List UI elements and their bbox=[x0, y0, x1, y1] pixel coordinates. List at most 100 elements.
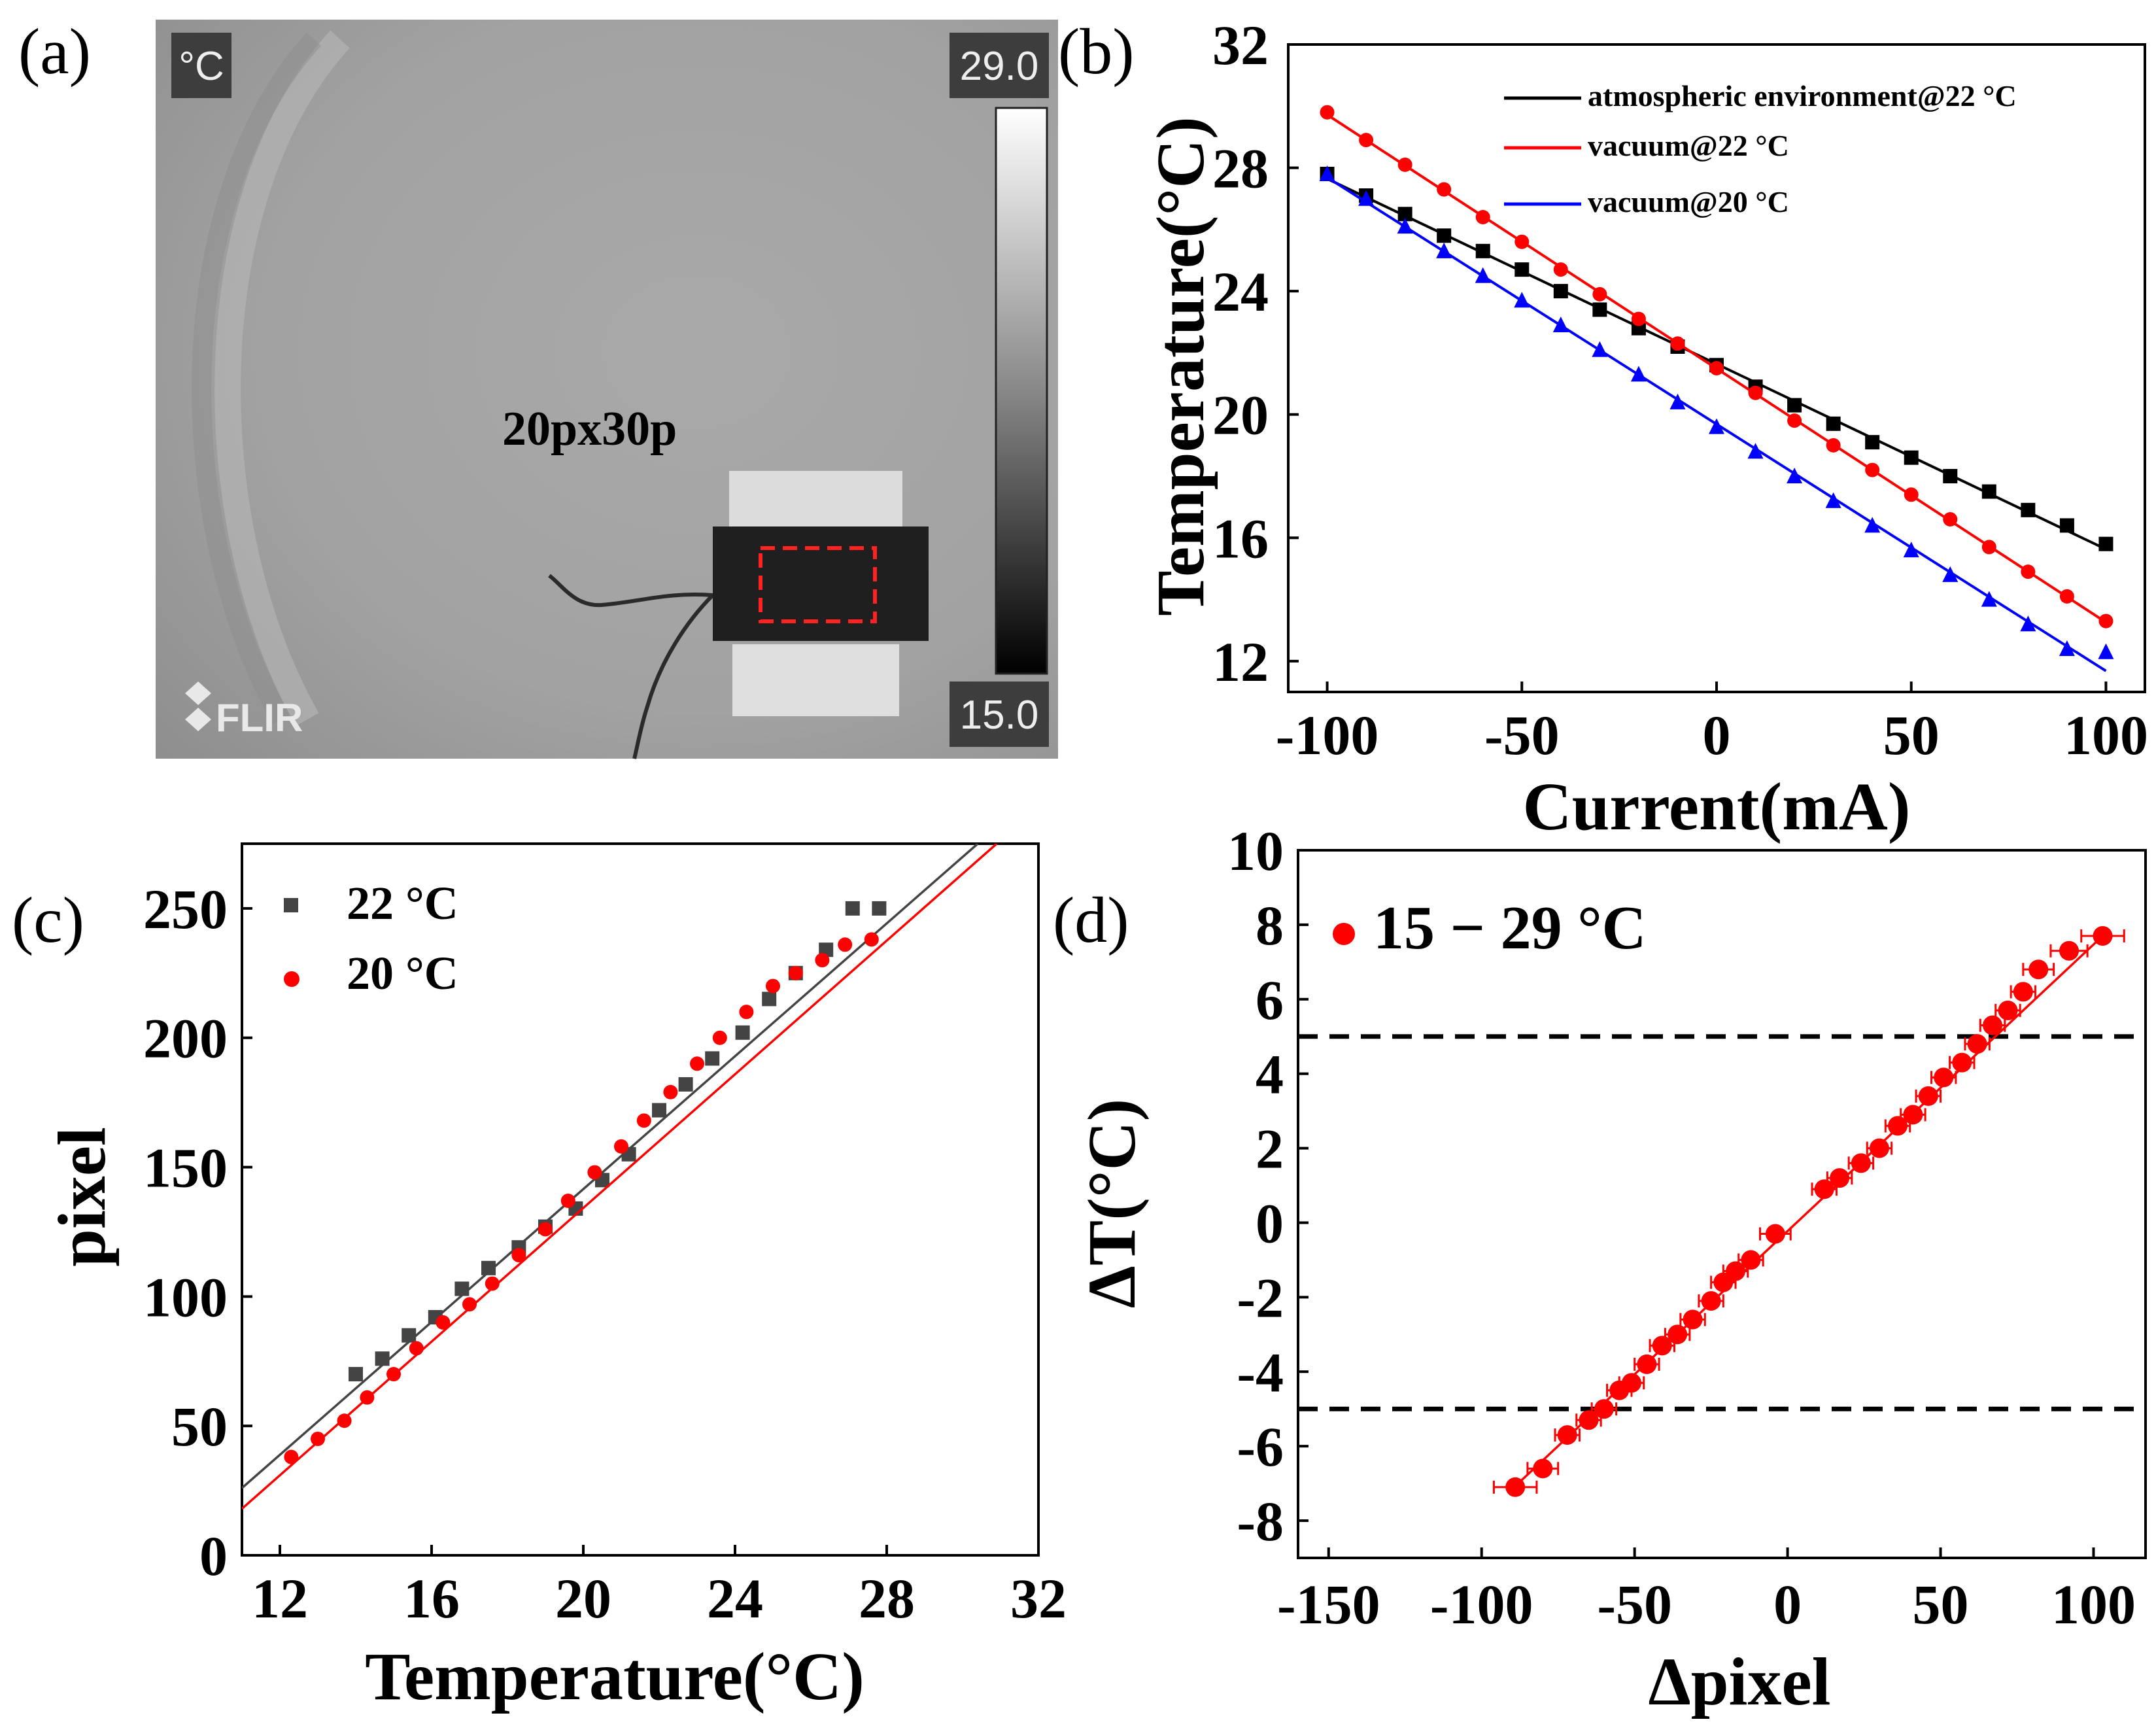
data-point-vacuum-20-c bbox=[2020, 615, 2036, 632]
data-point-atmospheric-environment-22-c bbox=[1865, 435, 1880, 450]
sample-bottom bbox=[732, 644, 899, 716]
data-point-vacuum-22-c bbox=[1514, 234, 1530, 249]
y-tick-label: 0 bbox=[199, 1525, 228, 1587]
data-point-15-29-c bbox=[1851, 1153, 1871, 1173]
scale-max-badge bbox=[950, 33, 1049, 98]
data-point-15-29-c bbox=[1741, 1250, 1761, 1270]
data-point-atmospheric-environment-22-c bbox=[1437, 228, 1452, 243]
data-point-vacuum-20-c bbox=[1592, 341, 1608, 357]
data-point-vacuum-22-c bbox=[1631, 311, 1646, 326]
scale-max-label: 29.0 bbox=[960, 44, 1039, 89]
x-tick-label: 12 bbox=[252, 1567, 308, 1630]
y-tick-label: 8 bbox=[1256, 894, 1284, 957]
y-tick-label: 10 bbox=[1227, 820, 1284, 882]
roi-label: 20px30p bbox=[502, 402, 677, 456]
data-point-vacuum-20-c bbox=[1747, 443, 1764, 459]
data-point-15-29-c bbox=[2028, 959, 2049, 980]
data-point-vacuum-20-c bbox=[2098, 643, 2114, 659]
y-tick-label: 12 bbox=[1212, 630, 1269, 693]
data-point-20-c bbox=[587, 1165, 602, 1180]
data-point-vacuum-20-c bbox=[1981, 591, 1997, 607]
data-point-vacuum-20-c bbox=[1903, 542, 1919, 558]
data-point-20-c bbox=[712, 1030, 727, 1045]
x-tick-label: 16 bbox=[403, 1567, 460, 1630]
data-point-vacuum-22-c bbox=[1437, 182, 1452, 197]
data-point-15-29-c bbox=[1505, 1477, 1526, 1497]
data-point-vacuum-22-c bbox=[1981, 540, 1996, 555]
data-point-15-29-c bbox=[1983, 1015, 2003, 1035]
x-tick-label: 32 bbox=[1010, 1567, 1067, 1630]
data-point-vacuum-20-c bbox=[1709, 418, 1724, 434]
chamber-edge-shadow bbox=[192, 32, 322, 725]
data-point-20-c bbox=[511, 1248, 526, 1263]
y-tick-label: 4 bbox=[1256, 1043, 1284, 1106]
panel-d-ylabel: ΔT(°C) bbox=[1074, 1099, 1150, 1309]
data-point-15-29-c bbox=[1594, 1399, 1614, 1419]
y-tick-label: 200 bbox=[143, 1007, 228, 1070]
legend-marker-20c bbox=[284, 971, 299, 987]
panel-c-xlabel: Temperature(°C) bbox=[365, 1639, 864, 1714]
y-tick-label: -4 bbox=[1237, 1341, 1284, 1404]
data-point-15-29-c bbox=[2013, 982, 2033, 1002]
unit-label: °C bbox=[179, 44, 224, 89]
data-point-20-c bbox=[636, 1113, 651, 1128]
data-point-15-29-c bbox=[1967, 1034, 1987, 1054]
panel-c: (c) Temperature(°C) pixel 22 °C 20 °C 12… bbox=[12, 842, 1067, 1714]
data-point-atmospheric-environment-22-c bbox=[1397, 207, 1412, 222]
x-tick-label: 100 bbox=[2064, 704, 2148, 767]
data-point-vacuum-22-c bbox=[2021, 564, 2036, 579]
data-point-15-29-c bbox=[1533, 1458, 1553, 1479]
x-tick-label: -50 bbox=[1484, 704, 1560, 767]
data-point-vacuum-22-c bbox=[1787, 413, 1802, 428]
y-tick-label: 32 bbox=[1212, 14, 1269, 77]
data-point-vacuum-22-c bbox=[1320, 105, 1335, 120]
flir-logo: FLIR bbox=[185, 682, 303, 740]
data-point-15-29-c bbox=[2059, 941, 2079, 961]
panel-c-legend: 22 °C 20 °C bbox=[284, 877, 458, 999]
panel-c-label: (c) bbox=[12, 884, 84, 956]
data-point-atmospheric-environment-22-c bbox=[1592, 302, 1607, 317]
data-point-vacuum-22-c bbox=[1553, 262, 1568, 277]
data-point-vacuum-20-c bbox=[1942, 566, 1959, 582]
data-point-15-29-c bbox=[2093, 925, 2113, 946]
data-point-atmospheric-environment-22-c bbox=[2059, 518, 2074, 533]
data-point-22-c bbox=[454, 1281, 470, 1296]
data-point-vacuum-20-c bbox=[1825, 492, 1841, 508]
data-point-20-c bbox=[360, 1390, 375, 1405]
data-point-15-29-c bbox=[1557, 1425, 1577, 1445]
data-point-vacuum-22-c bbox=[1826, 438, 1841, 453]
data-point-atmospheric-environment-22-c bbox=[1514, 262, 1530, 277]
data-point-vacuum-22-c bbox=[1475, 210, 1490, 224]
data-point-vacuum-22-c bbox=[1397, 157, 1412, 172]
data-point-20-c bbox=[788, 965, 803, 980]
data-point-20-c bbox=[485, 1276, 500, 1291]
flir-logo-text: FLIR bbox=[216, 696, 303, 740]
data-point-15-29-c bbox=[1652, 1336, 1672, 1356]
y-tick-label: 24 bbox=[1212, 260, 1269, 323]
data-point-20-c bbox=[462, 1297, 477, 1312]
data-point-15-29-c bbox=[1888, 1116, 1908, 1136]
data-point-20-c bbox=[560, 1193, 575, 1208]
data-point-20-c bbox=[386, 1367, 401, 1382]
data-point-atmospheric-environment-22-c bbox=[1904, 450, 1919, 465]
data-point-22-c bbox=[481, 1260, 496, 1275]
y-tick-label: 150 bbox=[143, 1137, 228, 1200]
y-tick-label: -8 bbox=[1237, 1490, 1284, 1553]
data-point-vacuum-20-c bbox=[1669, 393, 1686, 409]
data-point-22-c bbox=[872, 901, 887, 916]
data-point-22-c bbox=[845, 901, 860, 916]
data-point-15-29-c bbox=[1934, 1067, 1954, 1088]
data-point-vacuum-20-c bbox=[1514, 292, 1530, 308]
y-tick-label: 28 bbox=[1212, 137, 1269, 200]
data-point-15-29-c bbox=[1918, 1086, 1938, 1106]
data-point-22-c bbox=[705, 1051, 720, 1066]
panel-d-xlabel: Δpixel bbox=[1649, 1644, 1831, 1719]
data-point-atmospheric-environment-22-c bbox=[1826, 416, 1841, 431]
data-point-vacuum-22-c bbox=[2098, 613, 2113, 629]
legend-label-vacuum-20: vacuum@20 °C bbox=[1588, 185, 1789, 218]
unit-badge bbox=[171, 33, 231, 98]
x-tick-label: 0 bbox=[1773, 1573, 1802, 1636]
data-point-20-c bbox=[436, 1315, 451, 1330]
panel-b: (b) Current(mA) Temperature(°C) atmosphe… bbox=[1058, 14, 2148, 844]
